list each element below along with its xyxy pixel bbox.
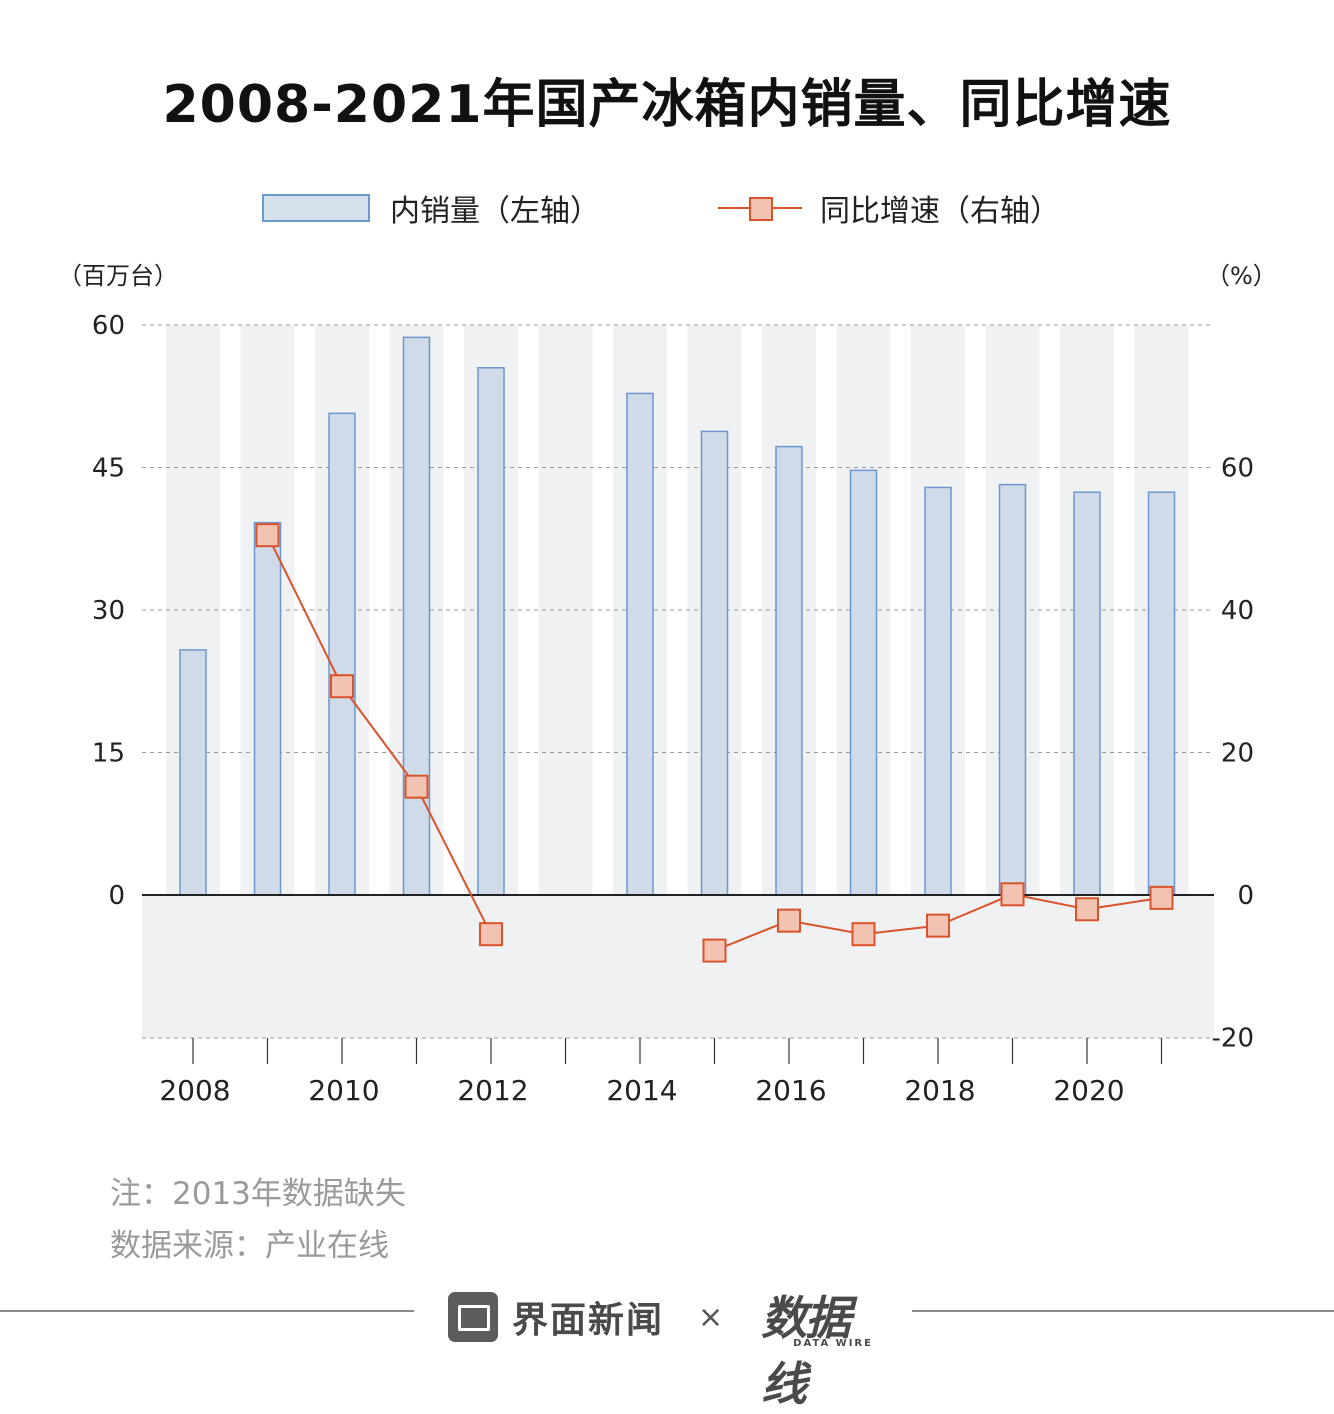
right-axis-tick-label: 60: [1221, 454, 1254, 484]
data-source: 数据来源：产业在线: [110, 1228, 389, 1264]
bar: [1073, 491, 1101, 896]
left-axis-tick-label: 0: [108, 881, 125, 911]
growth-marker: [330, 674, 354, 699]
bar: [849, 469, 878, 896]
growth-marker: [851, 922, 876, 947]
x-tick-label: 2010: [308, 1074, 379, 1107]
left-axis-tick-label: 60: [92, 311, 125, 341]
bar: [1147, 491, 1176, 896]
bar: [179, 649, 207, 896]
chart-title: 2008-2021年国产冰箱内销量、同比增速: [162, 75, 1172, 135]
negative-region-background: [142, 895, 1214, 1038]
bar: [924, 486, 952, 896]
datawire-logo-text: 数据线: [761, 1291, 851, 1411]
datawire-logo: 数据线 DATA WIRE: [761, 1282, 885, 1411]
x-tick-label: 2016: [755, 1074, 826, 1107]
legend-bar-swatch: [262, 194, 370, 222]
bar: [998, 483, 1027, 896]
footer-brand: 界面新闻 × 数据线 DATA WIRE: [448, 1282, 885, 1411]
growth-marker: [1000, 882, 1025, 907]
x-tick-label: 2008: [159, 1074, 230, 1107]
times-sign: ×: [698, 1299, 724, 1335]
left-axis-tick-label: 45: [92, 454, 125, 484]
growth-marker: [404, 774, 429, 799]
growth-marker: [1149, 885, 1174, 910]
right-axis-tick-label: 40: [1221, 596, 1254, 626]
growth-line-segment: [266, 534, 492, 935]
x-tick-label: 2012: [457, 1074, 528, 1107]
brand-name: 界面新闻: [512, 1300, 665, 1341]
growth-marker: [255, 523, 280, 548]
chart-area: 60 45 30 15 0 60 40 20 0 -20 2008 2010 2012 2014 2016 2…: [92, 311, 1254, 1107]
right-axis-tick-label: 0: [1237, 881, 1254, 911]
bar: [477, 367, 505, 896]
growth-marker: [777, 908, 801, 933]
legend-item-line: 同比增速（右轴）: [718, 186, 1060, 230]
bar: [775, 445, 803, 896]
bar: [253, 521, 282, 896]
growth-marker: [1075, 897, 1099, 922]
growth-marker: [702, 938, 727, 963]
x-tick-label: 2018: [904, 1074, 975, 1107]
growth-marker: [926, 913, 950, 938]
right-axis-tick-label: -20: [1212, 1024, 1254, 1054]
footer-divider-right: [912, 1310, 1334, 1312]
legend-bar-label: 内销量（左轴）: [390, 194, 600, 229]
bar: [328, 412, 356, 896]
bar: [700, 430, 729, 896]
left-axis-tick-label: 30: [92, 596, 125, 626]
right-axis-unit: （%）: [1206, 262, 1277, 290]
legend-item-bar: 内销量（左轴）: [262, 186, 600, 230]
left-axis-unit: （百万台）: [58, 262, 178, 290]
growth-marker: [479, 922, 503, 947]
footer-divider-left: [0, 1310, 414, 1312]
bar: [402, 336, 431, 896]
legend: 内销量（左轴） 同比增速（右轴）: [0, 186, 1334, 229]
jiemian-logo-icon: [448, 1292, 498, 1342]
left-axis-tick-label: 15: [92, 739, 125, 769]
legend-line-label: 同比增速（右轴）: [820, 194, 1060, 229]
right-axis-tick-label: 20: [1221, 739, 1254, 769]
legend-line-swatch: [718, 193, 802, 223]
chart-note: 注：2013年数据缺失: [110, 1176, 406, 1212]
x-tick-label: 2014: [606, 1074, 677, 1107]
x-tick-label: 2020: [1053, 1074, 1124, 1107]
datawire-logo-subtext: DATA WIRE: [793, 1338, 873, 1349]
bar: [626, 392, 654, 896]
